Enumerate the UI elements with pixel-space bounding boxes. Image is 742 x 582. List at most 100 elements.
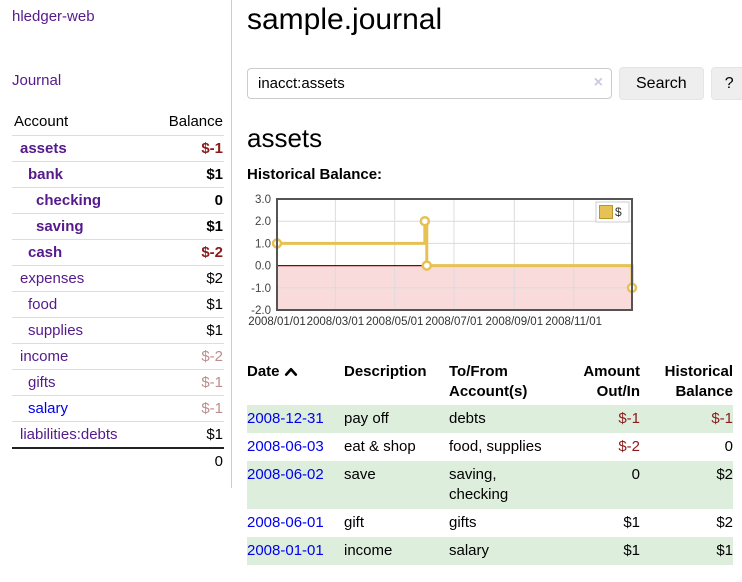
tx-balance-cell: $2 <box>716 514 733 531</box>
search-button[interactable]: Search <box>619 67 704 100</box>
tx-description-cell: eat & shop <box>344 438 416 455</box>
account-row: income $-2 <box>12 343 224 370</box>
clear-search-icon[interactable]: × <box>593 74 603 91</box>
accounts-col-header: Account <box>12 110 150 136</box>
tx-accounts-cell: gifts <box>449 514 477 531</box>
account-balance: $1 <box>149 317 224 344</box>
account-balance: $-2 <box>149 343 224 370</box>
tx-date-link[interactable]: 2008-06-03 <box>247 438 324 455</box>
register-header-row: Date Description To/From Account(s) Amou… <box>247 362 733 405</box>
tx-date-cell: 2008-06-03 <box>247 433 344 461</box>
help-button[interactable]: ? <box>710 67 742 100</box>
register-row: 2008-01-01 income salary $1 $1 <box>247 537 733 565</box>
page-title: sample.journal <box>247 3 443 36</box>
account-link[interactable]: checking <box>36 192 102 209</box>
y-tick-label: 3.0 <box>255 194 271 206</box>
col-date-label: Date <box>247 363 280 380</box>
brand-link[interactable]: hledger-web <box>12 8 95 25</box>
col-date[interactable]: Date <box>247 362 344 405</box>
account-link[interactable]: saving <box>36 218 84 235</box>
tx-date-link[interactable]: 2008-01-01 <box>247 542 324 559</box>
tx-accounts-cell: salary <box>449 537 553 565</box>
x-tick-label: 2008/07/01 <box>425 316 483 328</box>
register-row: 2008-12-31 pay off debts $-1 $-1 <box>247 405 733 433</box>
tx-description-cell: gift <box>344 514 365 531</box>
tx-balance-cell: $-1 <box>640 405 733 433</box>
data-point-marker[interactable] <box>421 260 433 271</box>
account-link[interactable]: assets <box>20 140 67 157</box>
tx-date-cell: 2008-06-01 <box>247 509 344 537</box>
account-balance: $1 <box>149 161 224 188</box>
account-balance: $-1 <box>149 369 224 396</box>
account-link[interactable]: salary <box>28 400 69 417</box>
tx-date-cell: 2008-01-01 <box>247 537 344 565</box>
y-tick-label: 1.0 <box>255 238 271 250</box>
account-row: bank $1 <box>12 161 224 188</box>
account-link[interactable]: liabilities:debts <box>20 426 118 443</box>
accounts-table: Account Balance assets $-1 bank $1 checking 0… <box>12 110 224 474</box>
account-balance: $-1 <box>149 395 224 422</box>
account-balance: $-2 <box>149 239 224 266</box>
account-row: gifts $-1 <box>12 369 224 396</box>
main-content: sample.journal × Search ? assets Histori… <box>232 0 742 565</box>
accounts-total-row: 0 <box>12 447 224 474</box>
tx-amount-cell: $-2 <box>618 438 640 455</box>
legend-label: $ <box>615 205 622 219</box>
register-row: 2008-06-02 save saving, checking 0 $2 <box>247 461 733 509</box>
account-link[interactable]: bank <box>28 166 64 183</box>
nav-journal-link[interactable]: Journal <box>12 72 62 89</box>
tx-amount-cell: $-1 <box>553 405 640 433</box>
y-tick-label: 0.0 <box>255 261 271 273</box>
account-row: food $1 <box>12 291 224 318</box>
account-link[interactable]: cash <box>28 244 63 261</box>
x-tick-label: 2008/11/01 <box>545 316 602 328</box>
col-amount: Amount Out/In <box>583 363 640 400</box>
y-tick-label: -2.0 <box>251 305 271 317</box>
col-accounts: To/From Account(s) <box>449 363 528 400</box>
account-balance: $-1 <box>149 135 224 162</box>
tx-date-link[interactable]: 2008-12-31 <box>247 410 324 427</box>
col-description: Description <box>344 363 427 380</box>
tx-amount-cell: $1 <box>553 537 640 565</box>
tx-description-cell: save <box>344 461 449 509</box>
data-point-marker[interactable] <box>419 215 431 227</box>
account-link[interactable]: supplies <box>28 322 84 339</box>
account-row: liabilities:debts $1 <box>12 422 224 449</box>
sort-ascending-icon <box>284 363 298 383</box>
tx-amount-cell: $1 <box>623 514 640 531</box>
account-row: expenses $2 <box>12 265 224 292</box>
sidebar: hledger-web Journal Account Balance asse… <box>0 0 232 488</box>
account-balance: 0 <box>149 187 224 214</box>
tx-description-cell: pay off <box>344 405 449 433</box>
historical-balance-chart[interactable]: $3.0 2.0 1.0 0.0 -1.0 -2.0 2008/01/01 2008/03/0… <box>244 194 742 337</box>
accounts-total-value: 0 <box>149 447 224 474</box>
account-title: assets <box>247 123 323 153</box>
tx-amount-cell: 0 <box>553 461 640 509</box>
tx-accounts-cell: debts <box>449 405 553 433</box>
chart-section-label: Historical Balance: <box>247 166 383 183</box>
tx-balance-cell: $1 <box>640 537 733 565</box>
tx-accounts-cell: saving, checking <box>449 461 553 509</box>
account-link[interactable]: gifts <box>28 374 56 391</box>
col-balance: Historical Balance <box>664 363 733 400</box>
y-tick-label: -1.0 <box>251 283 271 295</box>
account-balance: $2 <box>149 265 224 292</box>
x-tick-label: 2008/05/01 <box>366 316 424 328</box>
tx-date-link[interactable]: 2008-06-01 <box>247 514 324 531</box>
search-input[interactable] <box>247 68 612 99</box>
x-tick-label: 2008/01/01 <box>248 316 306 328</box>
account-row: assets $-1 <box>12 135 224 162</box>
account-link[interactable]: food <box>28 296 58 313</box>
tx-date-cell: 2008-06-02 <box>247 461 344 509</box>
register-table: Date Description To/From Account(s) Amou… <box>247 362 733 565</box>
tx-balance-cell: $2 <box>640 461 733 509</box>
spacer <box>12 447 150 474</box>
account-row: cash $-2 <box>12 239 224 266</box>
search-box: × <box>247 68 612 100</box>
account-link[interactable]: expenses <box>20 270 85 287</box>
tx-accounts-cell: food, supplies <box>449 438 542 455</box>
tx-date-cell: 2008-12-31 <box>247 405 344 433</box>
tx-date-link[interactable]: 2008-06-02 <box>247 466 324 483</box>
account-link[interactable]: income <box>20 348 69 365</box>
tx-balance-cell: 0 <box>724 438 733 455</box>
